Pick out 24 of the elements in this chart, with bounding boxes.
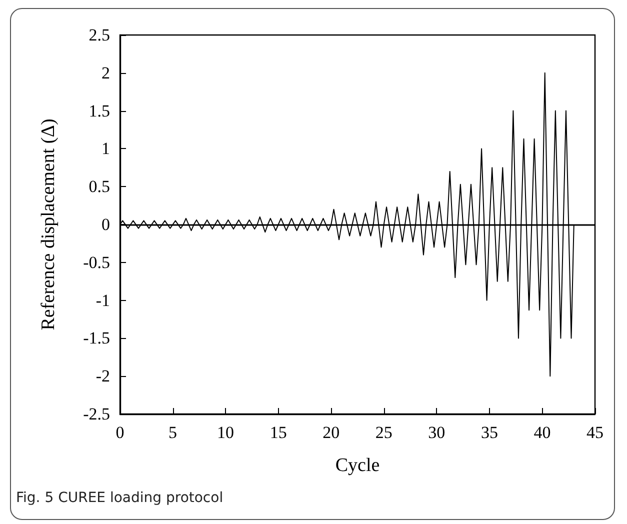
- y-tick-label: 1.5: [88, 101, 110, 120]
- y-tick-label: -2.5: [83, 404, 110, 424]
- y-tick-label: -2: [96, 366, 110, 386]
- x-tick-label: 35: [480, 423, 498, 442]
- x-tick-label: 45: [586, 423, 604, 442]
- x-axis-title: Cycle: [335, 455, 380, 476]
- x-tick-label: 0: [116, 423, 124, 442]
- y-tick-label: 2.5: [88, 26, 110, 44]
- y-tick-label: -0.5: [83, 252, 110, 272]
- x-tick-label: 5: [168, 423, 178, 442]
- x-tick-label: 30: [428, 423, 446, 442]
- y-tick-label: -1: [96, 290, 110, 310]
- y-tick-label: 2: [102, 63, 110, 82]
- x-tick-label: 15: [270, 423, 287, 442]
- y-tick-label: 1: [102, 139, 110, 158]
- caption: Fig. 5 CUREE loading protocol: [16, 490, 224, 506]
- x-tick-label: 10: [217, 423, 234, 442]
- x-tick-label: 20: [322, 423, 340, 442]
- x-tick-label: 40: [534, 423, 551, 442]
- x-tick-label: 25: [375, 423, 392, 442]
- y-axis-title: Reference displacement (Δ): [38, 118, 59, 330]
- y-tick-label: 0.5: [88, 177, 110, 196]
- y-tick-label: 0: [102, 215, 110, 234]
- y-tick-label: -1.5: [83, 328, 110, 348]
